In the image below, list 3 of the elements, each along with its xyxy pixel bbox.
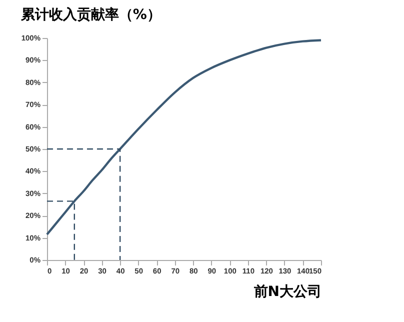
line-series: [46, 39, 322, 236]
y-axis-title: 累计收入贡献率（%）: [20, 6, 161, 23]
x-axis-title: 前N大公司: [252, 284, 322, 300]
